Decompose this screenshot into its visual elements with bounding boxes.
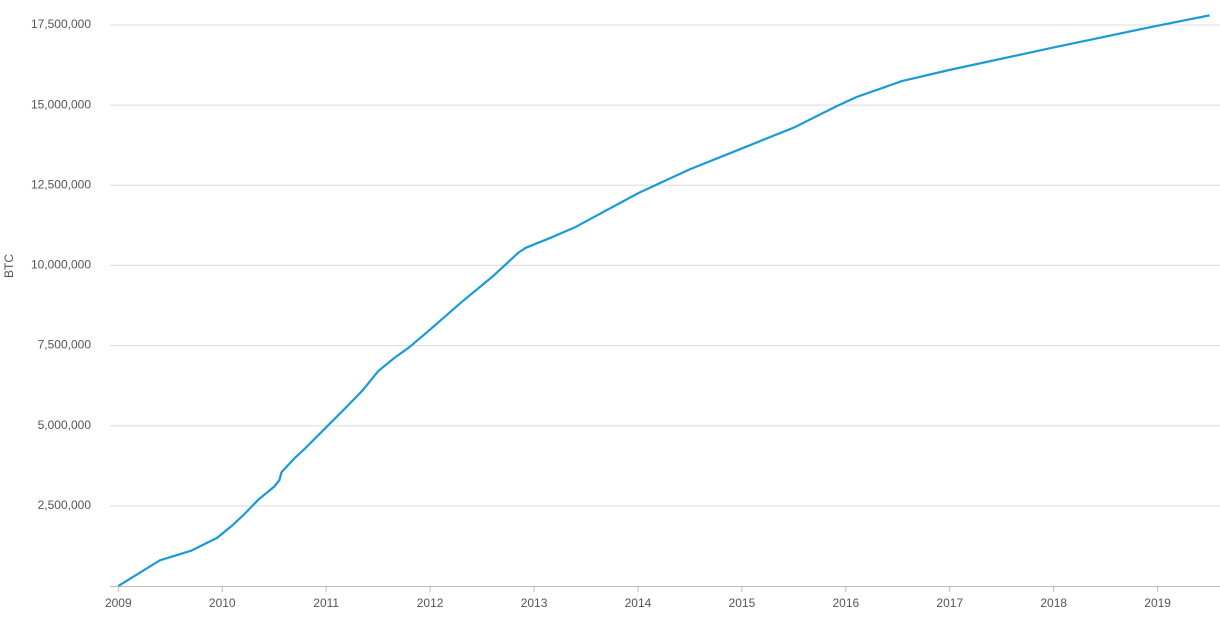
x-tick-label: 2010 (209, 596, 236, 610)
x-tick-label: 2012 (417, 596, 444, 610)
y-tick-label: 17,500,000 (31, 17, 91, 31)
x-tick-label: 2019 (1144, 596, 1171, 610)
y-tick-label: 2,500,000 (38, 498, 92, 512)
y-tick-label: 12,500,000 (31, 177, 91, 191)
y-tick-label: 10,000,000 (31, 258, 91, 272)
x-tick-label: 2011 (313, 596, 339, 610)
x-tick-label: 2015 (729, 596, 756, 610)
x-tick-label: 2009 (105, 596, 132, 610)
x-tick-label: 2013 (521, 596, 548, 610)
x-tick-label: 2014 (625, 596, 652, 610)
y-tick-label: 5,000,000 (38, 418, 92, 432)
y-axis-label: BTC (2, 254, 16, 278)
x-tick-label: 2017 (936, 596, 963, 610)
x-tick-label: 2018 (1040, 596, 1067, 610)
y-tick-label: 7,500,000 (38, 338, 92, 352)
x-tick-label: 2016 (832, 596, 859, 610)
y-tick-label: 15,000,000 (31, 97, 91, 111)
data-line (117, 14, 1210, 587)
